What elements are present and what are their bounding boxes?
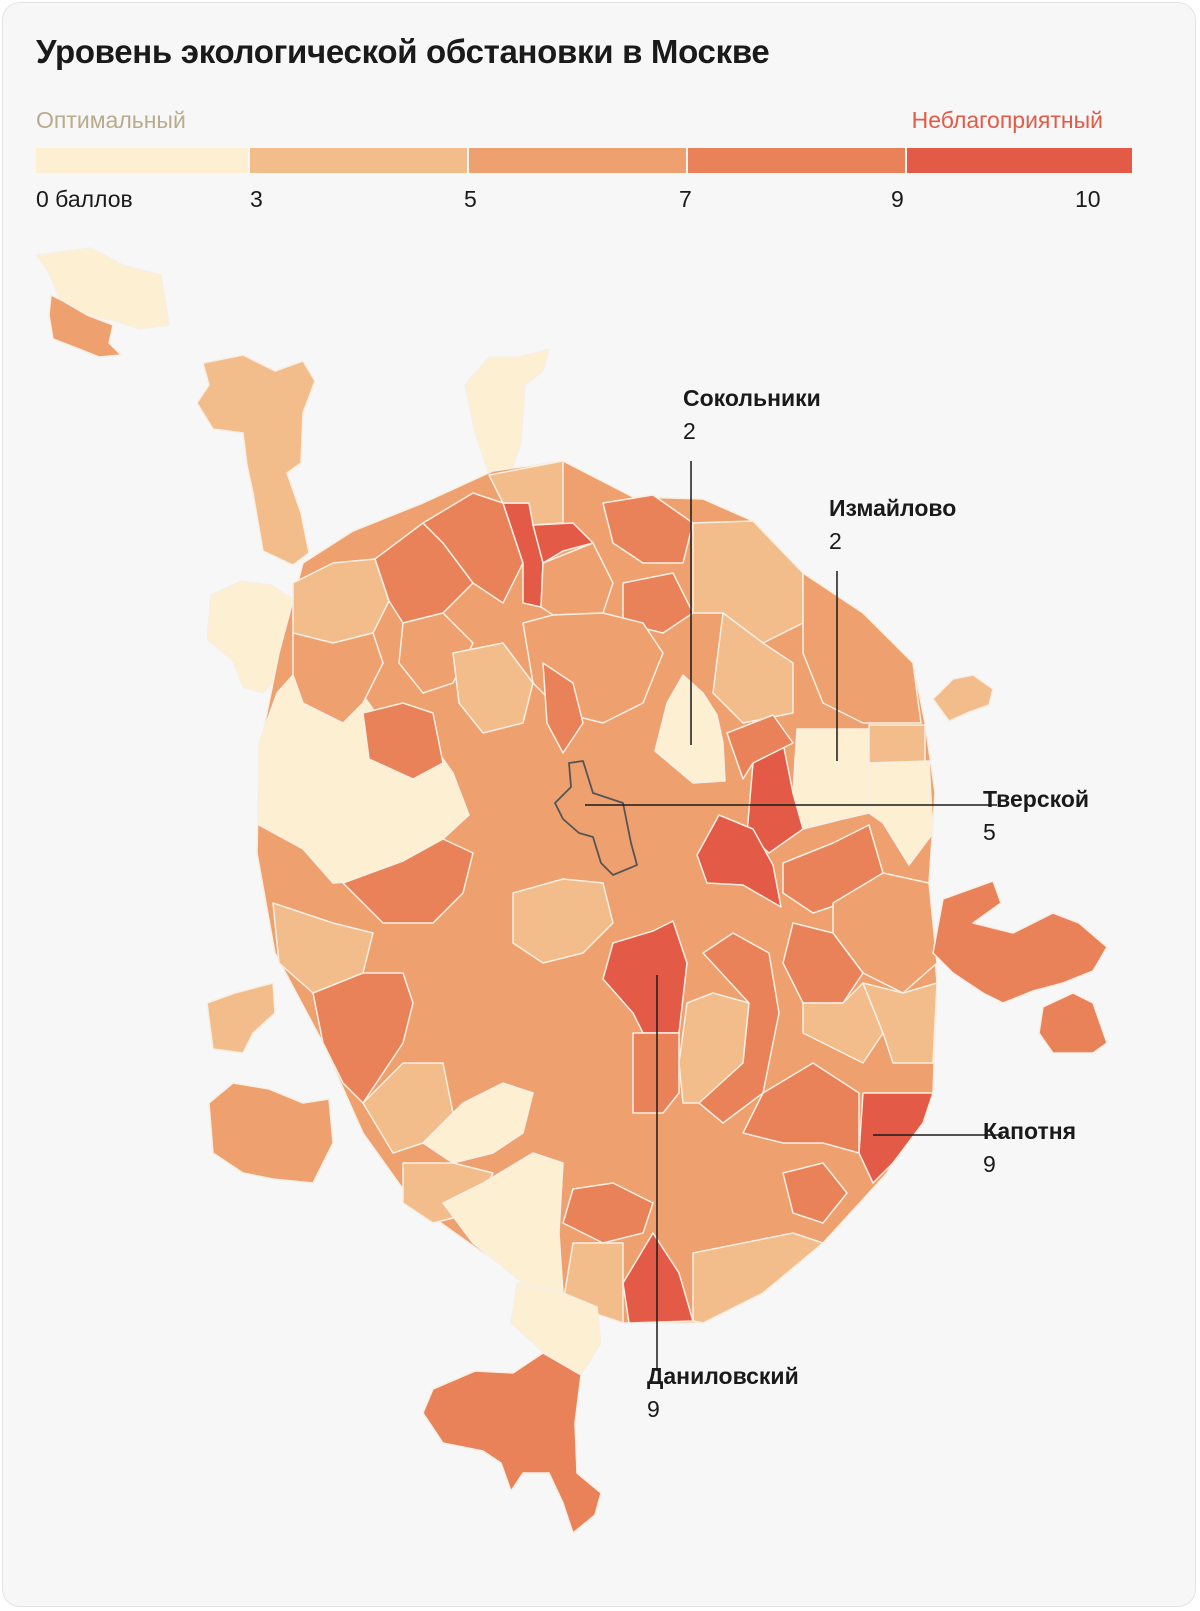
scale-tick-10: 10 — [1075, 186, 1101, 212]
label-kapotnya: Капотня 9 — [983, 1118, 1077, 1177]
district-south-light-3 — [692, 1232, 824, 1324]
scale-tick-9: 9 — [891, 186, 904, 212]
district-mitino-north — [196, 354, 316, 566]
district-ne-red-1 — [602, 494, 694, 564]
district-center-east-red — [696, 814, 782, 908]
district-sw-pale — [442, 1152, 564, 1294]
scale-bin-4 — [907, 148, 1132, 173]
scale-tick-3: 3 — [250, 186, 263, 212]
moscow-map — [36, 247, 1108, 1534]
district-ne-red-2 — [622, 572, 694, 634]
district-north-light — [488, 460, 564, 526]
district-south-red-3 — [562, 1182, 654, 1244]
district-sokolniki — [654, 674, 726, 784]
district-south-red-2 — [698, 932, 780, 1124]
district-zelenograd-south — [48, 294, 122, 358]
district-izmailovo-e2 — [868, 760, 934, 866]
district-se-5 — [742, 1062, 860, 1154]
district-sw-light-3 — [422, 1082, 534, 1164]
district-s-exclave-red — [422, 1352, 602, 1534]
district-ne-light-3 — [712, 612, 794, 724]
district-izmailovo — [792, 728, 870, 830]
district-north-red-1 — [422, 492, 524, 604]
district-north-exclave — [464, 348, 550, 476]
district-tverskoy — [554, 760, 638, 876]
scale-bin-2 — [469, 148, 688, 173]
district-ne-light-1 — [692, 520, 804, 644]
district-zelenograd-north — [36, 247, 170, 330]
scale-tick-7: 7 — [679, 186, 692, 212]
district-sw-exclave — [208, 1082, 334, 1184]
district-se-6 — [782, 1162, 848, 1224]
district-nw-5 — [398, 612, 474, 694]
district-w-exclave-1 — [206, 982, 276, 1054]
district-sw-red — [312, 972, 414, 1104]
district-nw-3 — [362, 702, 444, 780]
district-south-red-1 — [632, 1032, 680, 1114]
district-ne-exclave — [932, 674, 994, 722]
district-center-2 — [452, 642, 534, 734]
legend-high-label: Неблагоприятный — [911, 107, 1103, 133]
district-izmailovo-e1 — [868, 724, 926, 764]
label-danilovsky: Даниловский 9 — [647, 1363, 799, 1422]
district-se-light — [802, 982, 884, 1064]
district-sw-light-1 — [272, 902, 374, 994]
scale-tick-5: 5 — [464, 186, 477, 212]
district-east-red-2 — [726, 714, 794, 780]
scale-tick-0: 0 баллов — [36, 186, 133, 212]
district-ne-light-2 — [802, 572, 922, 724]
label-izmailovo: Измайлово 2 — [829, 495, 957, 554]
district-kapotnya — [858, 1092, 934, 1184]
district-north-red-3 — [532, 522, 594, 564]
district-e-exclave-1 — [932, 880, 1108, 1004]
page-title: Уровень экологической обстановки в Москв… — [36, 33, 770, 70]
district-center-red — [542, 662, 584, 754]
scale-bin-3 — [688, 148, 907, 173]
legend-low-label: Оптимальный — [36, 107, 186, 133]
scale-bin-1 — [250, 148, 469, 173]
district-south-red-4 — [622, 1232, 694, 1324]
color-scale — [36, 148, 1132, 173]
district-sw-red-2 — [342, 838, 474, 924]
label-tverskoy: Тверской 5 — [983, 786, 1090, 845]
district-south-light-2 — [512, 878, 614, 964]
district-nw-2 — [292, 632, 384, 724]
scale-bin-0 — [36, 148, 250, 173]
label-sokolniki: Сокольники 2 — [683, 385, 821, 444]
district-se-4 — [862, 982, 938, 1064]
district-e-exclave-2 — [1038, 992, 1108, 1054]
